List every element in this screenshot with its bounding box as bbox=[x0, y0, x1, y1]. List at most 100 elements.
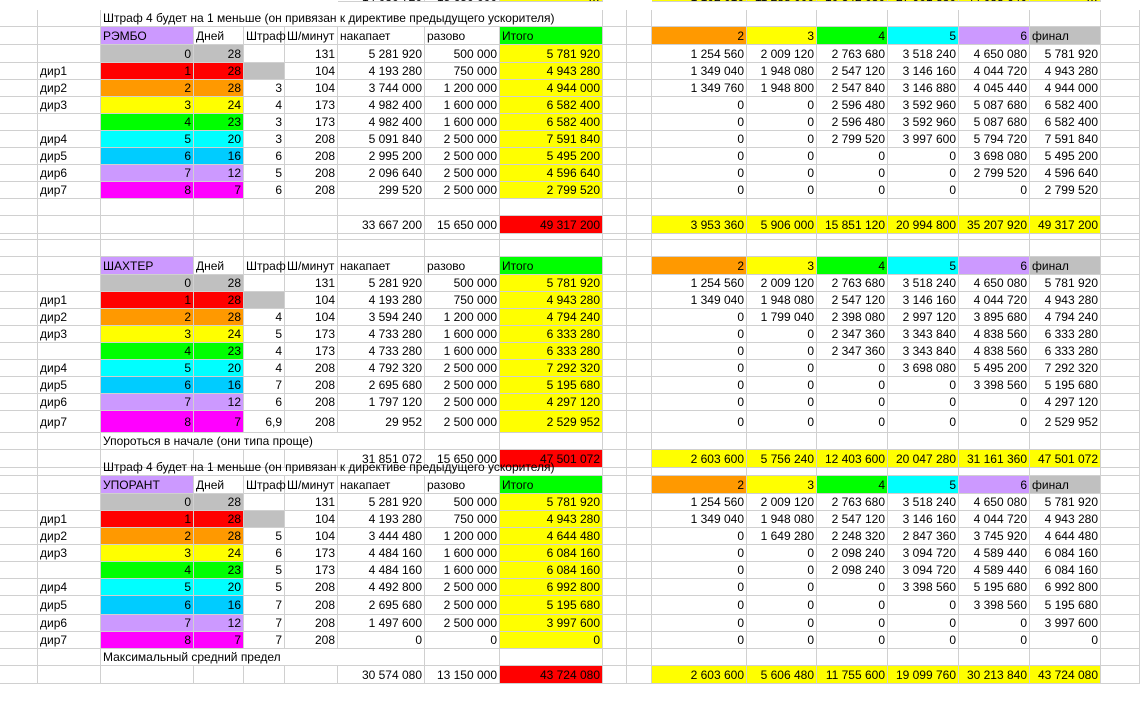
empty-cell[interactable] bbox=[338, 223, 425, 240]
empty-cell[interactable] bbox=[0, 528, 38, 545]
stage-value[interactable]: 0 bbox=[652, 131, 747, 148]
empty-cell[interactable] bbox=[747, 240, 817, 257]
stage-value[interactable]: 4 596 640 bbox=[1030, 165, 1101, 182]
empty-cell[interactable] bbox=[0, 275, 38, 292]
row-label[interactable]: дир6 bbox=[38, 394, 101, 411]
sum-stage[interactable]: 11 755 600 bbox=[817, 666, 888, 684]
total-value[interactable]: 5 195 680 bbox=[500, 377, 603, 394]
row-label[interactable]: дир4 bbox=[38, 579, 101, 596]
stage-value[interactable]: 0 bbox=[817, 182, 888, 199]
empty-cell[interactable] bbox=[0, 45, 38, 63]
penalty-value[interactable]: 4 bbox=[244, 360, 285, 377]
empty-cell[interactable] bbox=[747, 649, 817, 666]
row-label[interactable]: дир7 bbox=[38, 182, 101, 199]
sum-total[interactable]: 43 724 080 bbox=[500, 666, 603, 684]
stage-value[interactable]: 2 763 680 bbox=[817, 275, 888, 292]
empty-cell[interactable] bbox=[0, 27, 38, 45]
penalty-value[interactable]: 3 bbox=[244, 131, 285, 148]
empty-cell[interactable] bbox=[627, 309, 652, 326]
empty-cell[interactable] bbox=[1101, 632, 1140, 649]
empty-cell[interactable] bbox=[603, 632, 627, 649]
stage-value[interactable]: 1 349 040 bbox=[652, 292, 747, 309]
col-header-total[interactable]: Итого bbox=[500, 27, 603, 45]
empty-cell[interactable] bbox=[1101, 45, 1140, 63]
row-label[interactable] bbox=[38, 562, 101, 579]
empty-cell[interactable] bbox=[627, 476, 652, 494]
stage-value[interactable]: 1 254 560 bbox=[652, 275, 747, 292]
empty-cell[interactable] bbox=[1030, 10, 1101, 27]
stage-value[interactable]: 0 bbox=[747, 545, 817, 562]
stage-value[interactable]: 0 bbox=[888, 148, 959, 165]
row-label[interactable]: дир7 bbox=[38, 632, 101, 649]
once-value[interactable]: 1 200 000 bbox=[425, 309, 500, 326]
col-header-days[interactable]: Дней bbox=[194, 27, 244, 45]
partial-cell[interactable]: … bbox=[500, 0, 603, 3]
stage-value[interactable]: 0 bbox=[817, 596, 888, 615]
empty-cell[interactable] bbox=[1101, 292, 1140, 309]
empty-cell[interactable] bbox=[1101, 666, 1140, 684]
stage-value[interactable]: 2 009 120 bbox=[747, 45, 817, 63]
days-value[interactable]: 16 bbox=[194, 148, 244, 165]
sum-total[interactable]: 49 317 200 bbox=[500, 216, 603, 234]
empty-cell[interactable] bbox=[603, 579, 627, 596]
empty-cell[interactable] bbox=[603, 80, 627, 97]
once-value[interactable]: 1 600 000 bbox=[425, 343, 500, 360]
empty-cell[interactable] bbox=[285, 666, 338, 684]
empty-cell[interactable] bbox=[38, 10, 101, 27]
stage-value[interactable]: 4 943 280 bbox=[1030, 511, 1101, 528]
accumulate-value[interactable]: 3 444 480 bbox=[338, 528, 425, 545]
days-value[interactable]: 24 bbox=[194, 545, 244, 562]
row-label[interactable]: дир7 bbox=[38, 411, 101, 433]
stage-value[interactable]: 5 781 920 bbox=[1030, 275, 1101, 292]
empty-cell[interactable] bbox=[627, 649, 652, 666]
empty-cell[interactable] bbox=[747, 199, 817, 216]
stage-value[interactable]: 0 bbox=[652, 596, 747, 615]
stage-value[interactable]: 3 146 160 bbox=[888, 292, 959, 309]
total-value[interactable]: 4 943 280 bbox=[500, 511, 603, 528]
booster-index[interactable]: 0 bbox=[101, 494, 194, 511]
penalty-value[interactable]: 5 bbox=[244, 165, 285, 182]
stage-value[interactable]: 0 bbox=[747, 394, 817, 411]
once-value[interactable]: 2 500 000 bbox=[425, 360, 500, 377]
rate-value[interactable]: 104 bbox=[285, 80, 338, 97]
empty-cell[interactable] bbox=[38, 257, 101, 275]
penalty-value[interactable] bbox=[244, 511, 285, 528]
accumulate-value[interactable]: 5 281 920 bbox=[338, 275, 425, 292]
days-value[interactable]: 28 bbox=[194, 80, 244, 97]
col-header-penalty[interactable]: Штраф bbox=[244, 476, 286, 494]
penalty-value[interactable]: 4 bbox=[244, 97, 285, 114]
stage-value[interactable]: 0 bbox=[652, 545, 747, 562]
booster-index[interactable]: 5 bbox=[101, 579, 194, 596]
stage-value[interactable]: 5 195 680 bbox=[1030, 377, 1101, 394]
stage-value[interactable]: 3 398 560 bbox=[888, 579, 959, 596]
empty-cell[interactable] bbox=[0, 394, 38, 411]
stage-value[interactable]: 1 948 080 bbox=[747, 292, 817, 309]
days-value[interactable]: 7 bbox=[194, 411, 244, 433]
empty-cell[interactable] bbox=[1101, 394, 1140, 411]
empty-cell[interactable] bbox=[627, 257, 652, 275]
booster-index[interactable]: 7 bbox=[101, 615, 194, 632]
sum-stage[interactable]: 20 994 800 bbox=[888, 216, 959, 234]
empty-cell[interactable] bbox=[500, 223, 603, 240]
sum-stage[interactable]: 2 603 600 bbox=[652, 450, 747, 468]
empty-cell[interactable] bbox=[627, 148, 652, 165]
col-header-penalty[interactable]: Штраф bbox=[244, 257, 286, 275]
empty-cell[interactable] bbox=[0, 165, 38, 182]
stage-header-3[interactable]: 3 bbox=[747, 27, 817, 45]
rate-value[interactable]: 208 bbox=[285, 579, 338, 596]
stage-value[interactable]: 4 650 080 bbox=[959, 494, 1030, 511]
days-value[interactable]: 16 bbox=[194, 377, 244, 394]
stage-value[interactable]: 2 248 320 bbox=[817, 528, 888, 545]
booster-index[interactable]: 3 bbox=[101, 326, 194, 343]
empty-cell[interactable] bbox=[194, 450, 244, 468]
row-label[interactable] bbox=[38, 114, 101, 131]
total-value[interactable]: 4 794 240 bbox=[500, 309, 603, 326]
empty-cell[interactable] bbox=[603, 360, 627, 377]
stage-value[interactable]: 3 343 840 bbox=[888, 326, 959, 343]
comment-text[interactable]: Упороться в начале (они типа проще) bbox=[101, 433, 425, 450]
stage-value[interactable]: 0 bbox=[817, 377, 888, 394]
stage-value[interactable]: 0 bbox=[959, 632, 1030, 649]
empty-cell[interactable] bbox=[0, 97, 38, 114]
rate-value[interactable]: 208 bbox=[285, 148, 338, 165]
booster-index[interactable]: 1 bbox=[101, 63, 194, 80]
